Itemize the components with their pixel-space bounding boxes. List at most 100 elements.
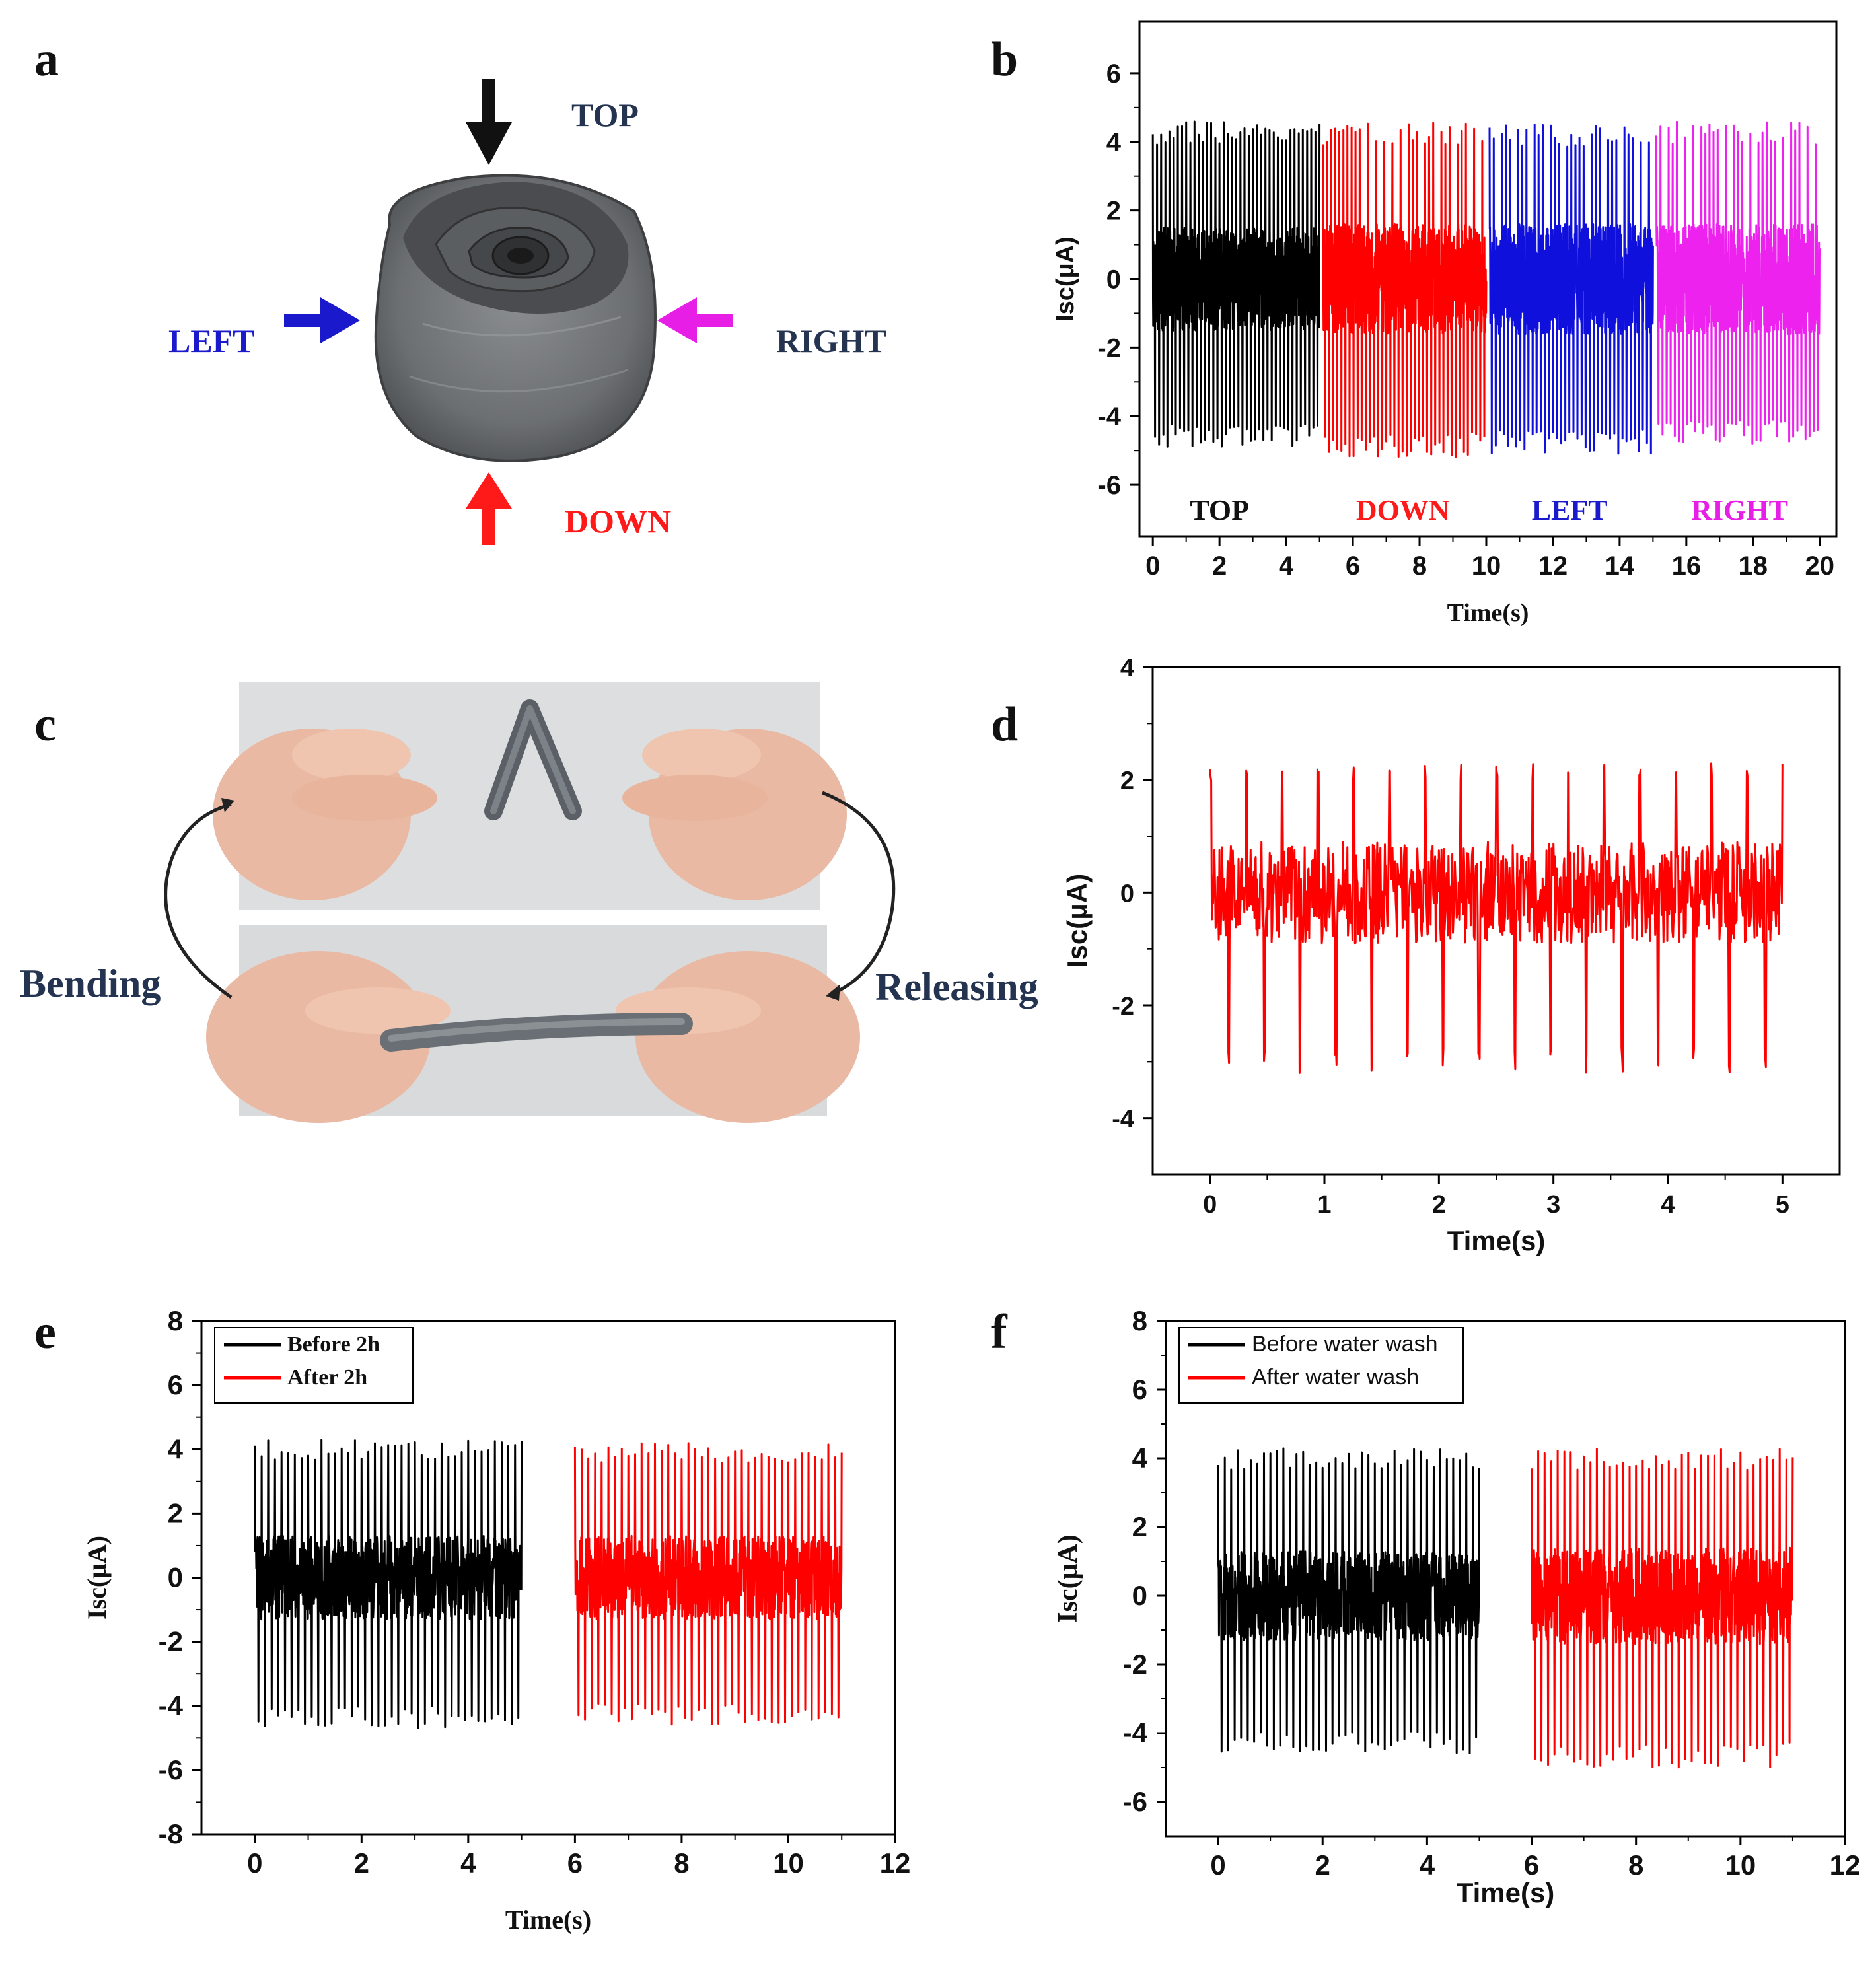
y-tick-label: 0 — [1120, 880, 1134, 908]
y-tick-label: 6 — [1106, 59, 1121, 89]
legend-label: Before water wash — [1252, 1332, 1438, 1357]
right-arrow-icon — [657, 297, 733, 343]
segment-label: TOP — [1190, 494, 1249, 526]
x-tick-label: 6 — [1346, 552, 1360, 581]
y-tick-label: 6 — [1132, 1374, 1147, 1405]
series-line-1 — [573, 1442, 843, 1726]
series-line-0 — [1217, 1447, 1480, 1754]
chart-e: 0 2 4 6 8 10 12 -8 -6 -4 -2 0 2 4 6 8 Time(s) Isc(μA) Befo… — [82, 1305, 910, 1935]
y-tick-label: 0 — [1106, 266, 1121, 295]
x-tick-label: 18 — [1739, 552, 1768, 581]
y-tick-label: 0 — [1132, 1580, 1147, 1611]
legend-label: Before 2h — [287, 1332, 380, 1357]
hands-bending-fiber-photo-icon — [213, 682, 847, 910]
bending-label: Bending — [20, 962, 161, 1005]
x-tick-label: 16 — [1672, 552, 1702, 581]
y-tick-label: -2 — [159, 1626, 183, 1657]
x-tick-label: 8 — [1628, 1849, 1643, 1880]
x-tick-label: 0 — [1145, 552, 1160, 581]
chart-b: 0 2 4 6 8 10 12 14 16 18 20 -6 -4 -2 0 2 4 6 Time(s) Isc(μA… — [1052, 20, 1838, 627]
series-line-0 — [1151, 120, 1321, 448]
panel-letter-f: f — [991, 1305, 1007, 1359]
releasing-label: Releasing — [875, 965, 1038, 1009]
x-tick-label: 8 — [674, 1847, 689, 1878]
panel-letter-c: c — [34, 697, 56, 752]
series-line-2 — [1488, 124, 1654, 455]
y-tick-label: 2 — [1106, 197, 1121, 226]
x-tick-label: 2 — [1212, 552, 1227, 581]
y-tick-label: 4 — [1106, 128, 1122, 157]
rolled-fabric-device-photo-icon — [374, 174, 657, 462]
x-tick-label: 8 — [1412, 552, 1427, 581]
x-tick-label: 10 — [1472, 552, 1501, 581]
y-tick-label: -4 — [1112, 1106, 1134, 1133]
legend-label: After water wash — [1252, 1365, 1419, 1390]
left-label: LEFT — [168, 322, 255, 359]
chart-f: 0 2 4 6 8 10 12 -6 -4 -2 0 2 4 6 8 Time(s) Isc(μA) Before… — [1053, 1305, 1860, 1908]
hands-releasing-fiber-photo-icon — [206, 925, 860, 1123]
x-tick-label: 12 — [1538, 552, 1568, 581]
series-line-0 — [1209, 762, 1784, 1074]
x-tick-label: 4 — [1661, 1191, 1675, 1219]
top-label: TOP — [571, 96, 639, 133]
x-axis-label: Time(s) — [1447, 599, 1529, 627]
x-tick-label: 6 — [1524, 1849, 1539, 1880]
x-tick-label: 4 — [1279, 552, 1294, 581]
y-tick-label: -6 — [1097, 471, 1121, 500]
x-tick-label: 2 — [354, 1847, 369, 1878]
series-line-0 — [254, 1439, 523, 1729]
y-tick-label: 8 — [168, 1305, 183, 1336]
plot-frame — [1165, 1320, 1846, 1838]
y-axis-label: Isc(μA) — [1053, 1534, 1083, 1622]
y-tick-label: -2 — [1112, 993, 1134, 1020]
x-tick-label: 6 — [567, 1847, 583, 1878]
top-arrow-icon — [466, 79, 512, 165]
y-tick-label: -8 — [159, 1818, 183, 1849]
y-tick-label: -4 — [1123, 1717, 1148, 1748]
x-axis-label: Time(s) — [505, 1905, 591, 1935]
series-line-3 — [1655, 120, 1821, 445]
chart-d: 0 1 2 3 4 5 -4 -2 0 2 4 Time(s) Isc(μA) — [1062, 655, 1841, 1256]
x-tick-label: 10 — [1725, 1849, 1756, 1880]
y-axis-label: Isc(μA) — [1062, 874, 1093, 968]
segment-label: DOWN — [1356, 494, 1450, 526]
down-label: DOWN — [565, 503, 672, 540]
x-axis-label: Time(s) — [1457, 1877, 1555, 1908]
y-tick-label: 0 — [168, 1562, 183, 1593]
legend-box — [214, 1327, 414, 1404]
y-tick-label: 8 — [1132, 1305, 1147, 1336]
panel-letter-e: e — [34, 1305, 56, 1359]
right-label: RIGHT — [776, 322, 886, 359]
x-tick-label: 0 — [247, 1847, 262, 1878]
series-line-1 — [1531, 1447, 1794, 1769]
segment-label: RIGHT — [1691, 494, 1788, 526]
y-tick-label: 2 — [168, 1497, 183, 1528]
panel-letter-b: b — [991, 32, 1019, 87]
x-tick-label: 20 — [1805, 552, 1835, 581]
x-tick-label: 5 — [1776, 1191, 1789, 1219]
y-tick-label: 6 — [168, 1369, 183, 1400]
x-tick-label: 4 — [460, 1847, 476, 1878]
bending-cycle-arrow-icon — [164, 798, 234, 999]
y-tick-label: 4 — [168, 1433, 184, 1464]
x-tick-label: 10 — [773, 1847, 804, 1878]
y-tick-label: -6 — [1123, 1786, 1147, 1817]
x-tick-label: 0 — [1210, 1849, 1225, 1880]
x-tick-label: 2 — [1432, 1191, 1446, 1219]
down-arrow-icon — [466, 472, 512, 545]
x-tick-label: 12 — [1830, 1849, 1861, 1880]
y-tick-label: -2 — [1097, 334, 1121, 363]
y-tick-label: -2 — [1123, 1649, 1147, 1680]
y-axis-label: Isc(μA) — [1052, 236, 1079, 322]
y-tick-label: 4 — [1120, 655, 1134, 682]
panel-letter-d: d — [991, 697, 1019, 752]
x-tick-label: 2 — [1315, 1849, 1330, 1880]
x-tick-label: 0 — [1203, 1191, 1217, 1219]
legend-box — [1178, 1327, 1464, 1404]
y-axis-label: Isc(μA) — [82, 1536, 112, 1620]
y-tick-label: 4 — [1132, 1443, 1148, 1474]
y-tick-label: -6 — [159, 1754, 183, 1785]
releasing-cycle-arrow-icon — [822, 791, 896, 1001]
x-tick-label: 12 — [880, 1847, 911, 1878]
